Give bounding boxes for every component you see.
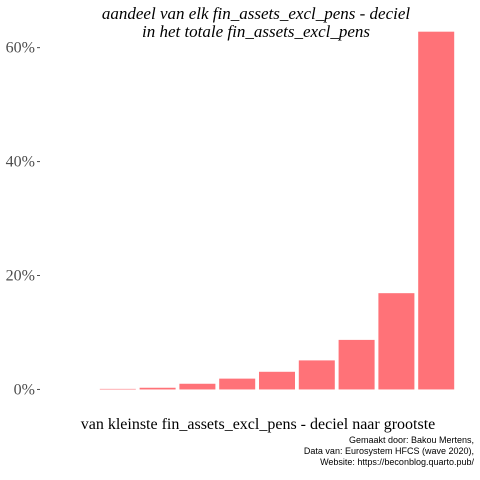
y-axis: 0% 20% 40% 60%: [6, 40, 40, 398]
bar-decile-2: [99, 388, 136, 390]
y-tick-label: 60%: [6, 40, 35, 57]
caption-line-2: Data van: Eurosystem HFCS (wave 2020),: [304, 446, 474, 456]
bar-decile-10: [418, 31, 455, 390]
caption-line-1: Gemaakt door: Bakou Mertens,: [349, 435, 474, 445]
bar-decile-6: [259, 371, 295, 390]
bar-decile-4: [179, 383, 216, 390]
caption-line-3: Website: https://beconblog.quarto.pub/: [320, 457, 474, 467]
title-line-2: in het totale fin_assets_excl_pens: [142, 22, 370, 41]
y-tick-label: 40%: [6, 154, 35, 171]
bar-decile-9: [378, 293, 415, 390]
caption: Gemaakt door: Bakou Mertens, Data van: E…: [304, 435, 475, 467]
bar-decile-8: [338, 339, 375, 390]
title-line-1: aandeel van elk fin_assets_excl_pens - d…: [102, 4, 411, 23]
bar-decile-3: [139, 387, 176, 390]
bar-decile-5: [219, 378, 256, 390]
bars: [99, 31, 455, 390]
y-tick-label: 0%: [14, 381, 35, 398]
y-tick-label: 20%: [6, 268, 35, 285]
chart-title: aandeel van elk fin_assets_excl_pens - d…: [102, 4, 411, 41]
bar-decile-7: [298, 360, 335, 390]
x-axis-label: van kleinste fin_assets_excl_pens - deci…: [81, 416, 436, 433]
